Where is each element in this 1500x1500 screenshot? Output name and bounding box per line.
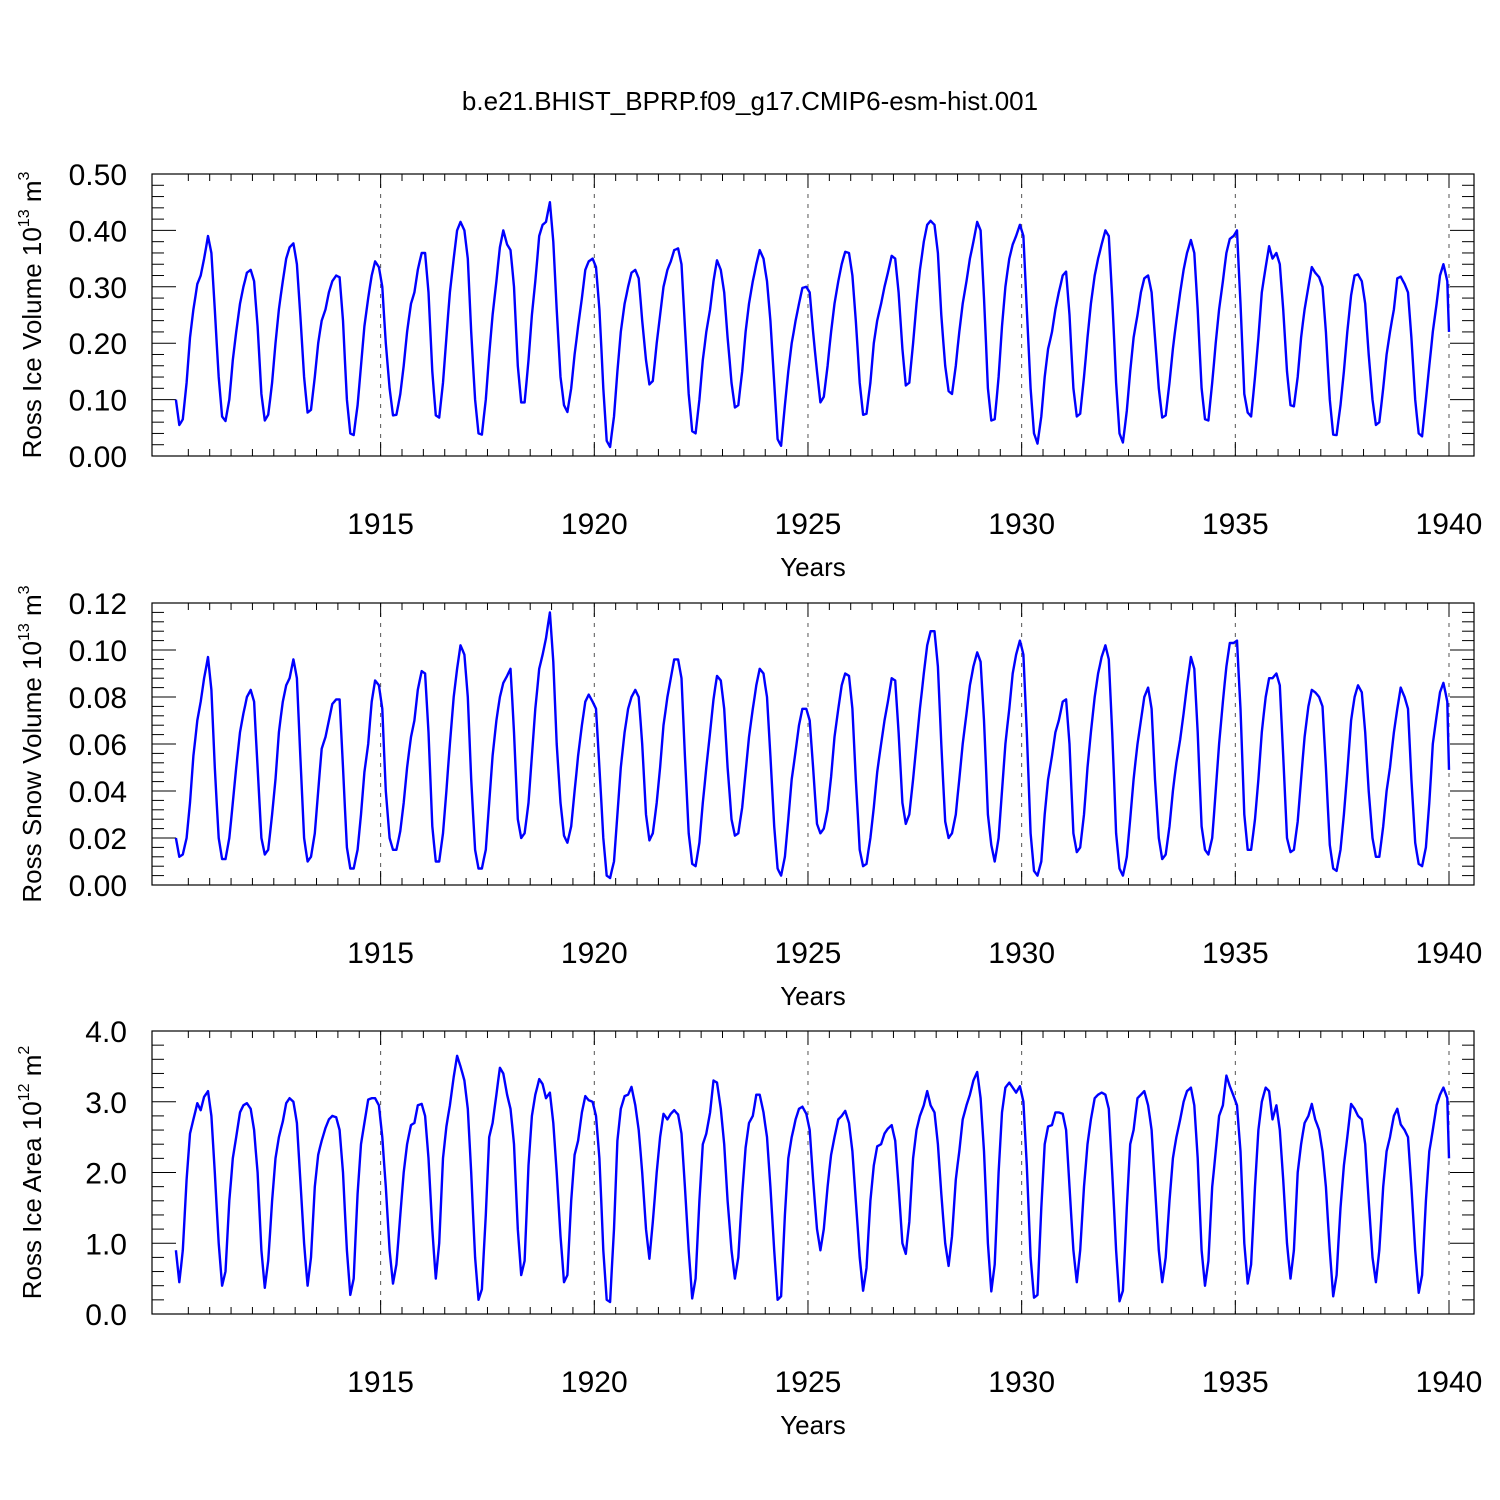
- x-tick-label: 1915: [347, 508, 414, 541]
- plot-frame: [151, 173, 1475, 457]
- y-tick-label: 0.10: [69, 385, 127, 418]
- x-tick-label: 1935: [1202, 1366, 1269, 1399]
- figure-title: b.e21.BHIST_BPRP.f09_g17.CMIP6-esm-hist.…: [462, 86, 1038, 116]
- panel-ice-volume: 0.00 0.10 0.20 0.30 0.40 0.50 1915 1920 1925 1930…: [16, 159, 1482, 582]
- y-tick-label: 0.12: [69, 588, 127, 621]
- panel-snow-volume: 0.00 0.02 0.04 0.06 0.08 0.10 0.12 1915 1920 1925…: [16, 585, 1482, 1011]
- x-tick-label: 1920: [561, 937, 628, 970]
- x-tick-label: 1940: [1416, 1366, 1483, 1399]
- y-tick-label: 0.02: [69, 823, 127, 856]
- y-tick-label: 0.04: [69, 776, 127, 809]
- x-axis-label: Years: [780, 981, 846, 1011]
- x-axis-label: Years: [780, 552, 846, 582]
- x-tick-label: 1915: [347, 937, 414, 970]
- x-tick-label: 1925: [775, 508, 842, 541]
- y-axis-label: Ross Snow Volume 1013 m3: [16, 585, 47, 902]
- series-line: [174, 1054, 1451, 1304]
- y-tick-label: 0.06: [69, 729, 127, 762]
- y-tick-label: 0.00: [69, 870, 127, 903]
- x-tick-label: 1930: [988, 937, 1055, 970]
- y-axis-label: Ross Ice Area 1012 m2: [16, 1046, 47, 1300]
- x-tick-label: 1925: [775, 937, 842, 970]
- y-tick-label: 0.20: [69, 328, 127, 361]
- panel-ice-area: 0.0 1.0 2.0 3.0 4.0 1915 1920 1925 1930 1935 1940 Y…: [16, 1016, 1482, 1440]
- series-line: [174, 611, 1451, 880]
- y-tick-label: 3.0: [85, 1087, 127, 1120]
- x-tick-label: 1940: [1416, 937, 1483, 970]
- y-tick-label: 1.0: [85, 1228, 127, 1261]
- series-line: [174, 201, 1451, 449]
- y-tick-label: 2.0: [85, 1158, 127, 1191]
- y-tick-label: 0.08: [69, 682, 127, 715]
- y-tick-label: 0.30: [69, 272, 127, 305]
- x-tick-label: 1920: [561, 508, 628, 541]
- y-axis-label: Ross Ice Volume 1013 m3: [16, 171, 47, 458]
- x-tick-label: 1930: [988, 508, 1055, 541]
- y-tick-label: 0.00: [69, 441, 127, 474]
- x-tick-label: 1925: [775, 1366, 842, 1399]
- x-tick-label: 1930: [988, 1366, 1055, 1399]
- y-tick-label: 0.40: [69, 215, 127, 248]
- x-axis-label: Years: [780, 1410, 846, 1440]
- y-tick-label: 4.0: [85, 1016, 127, 1049]
- x-tick-label: 1920: [561, 1366, 628, 1399]
- x-tick-label: 1935: [1202, 508, 1269, 541]
- x-tick-label: 1915: [347, 1366, 414, 1399]
- y-tick-label: 0.0: [85, 1299, 127, 1332]
- x-tick-label: 1940: [1416, 508, 1483, 541]
- x-tick-label: 1935: [1202, 937, 1269, 970]
- y-tick-label: 0.10: [69, 635, 127, 668]
- y-tick-label: 0.50: [69, 159, 127, 192]
